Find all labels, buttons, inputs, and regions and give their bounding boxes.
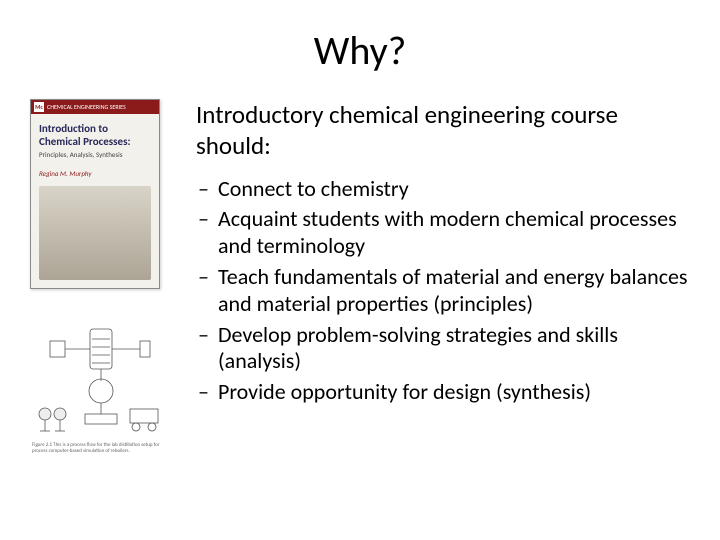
slide-title: Why?	[30, 26, 690, 75]
content-row: Mc CHEMICAL ENGINEERING SERIES Introduct…	[30, 99, 690, 469]
publisher-logo-icon: Mc	[34, 102, 44, 112]
bullet-list: Connect to chemistry Acquaint students w…	[196, 176, 690, 407]
bullet-item: Teach fundamentals of material and energ…	[218, 264, 690, 318]
book-cover-image: Mc CHEMICAL ENGINEERING SERIES Introduct…	[30, 99, 160, 289]
process-diagram: Figure 2.1 This is a process flow for th…	[30, 319, 170, 469]
book-series-bar: Mc CHEMICAL ENGINEERING SERIES	[31, 100, 159, 114]
bullet-item: Acquaint students with modern chemical p…	[218, 206, 690, 260]
bullet-item: Develop problem-solving strategies and s…	[218, 322, 690, 376]
book-series-label: CHEMICAL ENGINEERING SERIES	[47, 103, 126, 111]
bullet-item: Provide opportunity for design (synthesi…	[218, 379, 690, 406]
book-author-text: Regina M. Murphy	[31, 165, 159, 182]
diagram-caption: Figure 2.1 This is a process flow for th…	[30, 441, 170, 456]
diagram-svg	[30, 319, 170, 439]
slide: Why? Mc CHEMICAL ENGINEERING SERIES Intr…	[0, 0, 720, 540]
book-title-text: Introduction to Chemical Processes:	[31, 114, 159, 150]
left-column: Mc CHEMICAL ENGINEERING SERIES Introduct…	[30, 99, 180, 469]
book-cover-art	[39, 186, 151, 280]
right-column: Introductory chemical engineering course…	[196, 99, 690, 469]
bullet-item: Connect to chemistry	[218, 176, 690, 203]
lead-text: Introductory chemical engineering course…	[196, 99, 690, 162]
book-subtitle-text: Principles, Analysis, Synthesis	[31, 150, 159, 165]
